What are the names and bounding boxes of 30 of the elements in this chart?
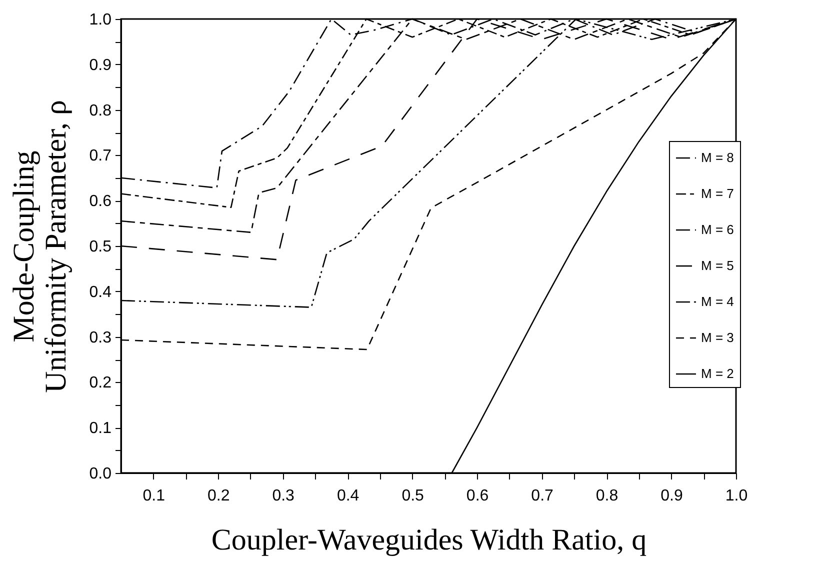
legend-label: M = 2 — [701, 366, 734, 381]
y-tick-label: 0.2 — [89, 374, 112, 392]
y-tick-label: 0.7 — [89, 148, 112, 165]
x-tick-label: 0.2 — [207, 488, 230, 504]
x-tick-label: 0.1 — [142, 488, 166, 504]
legend-label: M = 8 — [701, 150, 734, 165]
legend-label: M = 6 — [701, 222, 734, 237]
y-tick-label: 0.1 — [89, 420, 112, 438]
y-tick-label: 0.0 — [89, 466, 112, 482]
y-tick-label: 0.4 — [89, 284, 112, 301]
y-tick-label: 0.6 — [89, 193, 112, 210]
x-tick-label: 0.7 — [531, 488, 554, 504]
legend-label: M = 5 — [701, 258, 734, 273]
x-tick-label: 0.6 — [466, 488, 489, 504]
x-tick-label: 0.5 — [402, 488, 424, 504]
x-tick-label: 0.4 — [336, 488, 360, 504]
x-tick-label: 0.9 — [660, 488, 683, 504]
legend-label: M = 7 — [701, 186, 734, 201]
y-tick-label: 0.9 — [89, 56, 112, 74]
y-tick-label: 0.8 — [89, 102, 112, 120]
x-tick-label: 1.0 — [725, 488, 748, 504]
x-tick-label: 0.8 — [596, 488, 618, 504]
x-axis-title: Coupler-Waveguides Width Ratio, q — [211, 524, 647, 556]
y-axis-title: Mode-Coupling Uniformity Parameter, ρ — [7, 100, 72, 393]
y-tick-label: 0.3 — [89, 329, 112, 346]
y-tick-label: 0.5 — [89, 238, 112, 256]
x-tick-label: 0.3 — [272, 488, 295, 504]
y-tick-label: 1.0 — [89, 12, 112, 28]
legend-label: M = 3 — [701, 330, 734, 345]
legend-label: M = 4 — [701, 294, 734, 309]
